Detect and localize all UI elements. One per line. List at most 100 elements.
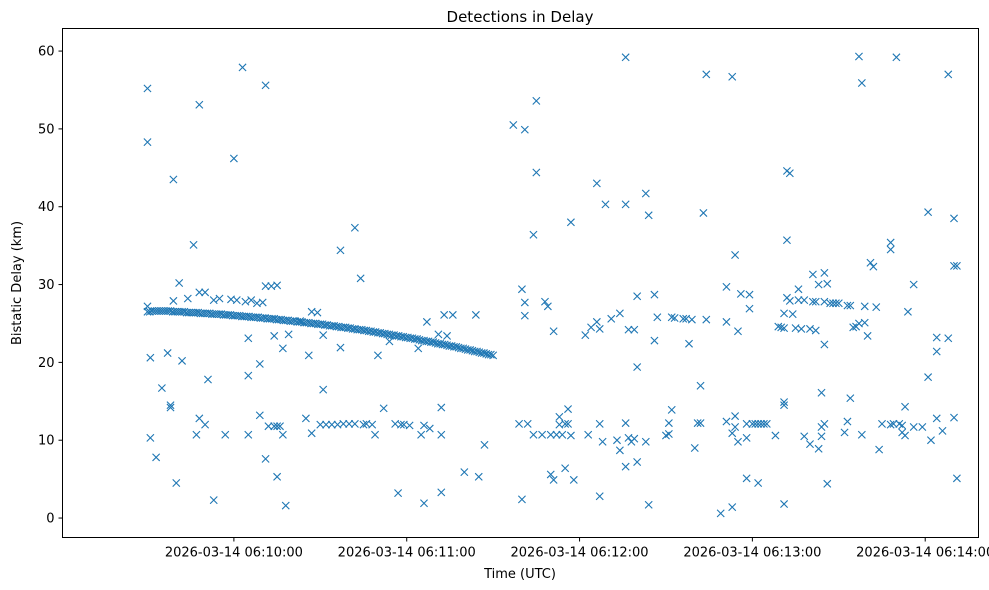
detection-marker (169, 296, 178, 305)
detection-marker (175, 279, 184, 287)
detection-marker (820, 297, 829, 306)
detection-marker (785, 169, 794, 178)
detection-marker (759, 419, 768, 428)
detection-marker (633, 292, 642, 301)
detection-marker (653, 313, 662, 322)
detection-marker (843, 301, 852, 310)
detection-marker (273, 472, 282, 481)
detection-marker (901, 431, 910, 440)
detection-marker (178, 356, 187, 365)
detection-marker (644, 211, 653, 220)
detection-marker (264, 422, 273, 431)
detection-marker (944, 70, 953, 79)
x-axis-ticks: 2026-03-14 06:10:00 2026-03-14 06:11:00 20… (165, 537, 989, 561)
detection-marker (621, 200, 630, 209)
detection-marker (319, 331, 328, 340)
detection-marker (814, 444, 823, 453)
detection-marker (817, 388, 826, 397)
detection-marker (336, 246, 345, 255)
detection-marker (607, 314, 616, 323)
detection-marker (555, 412, 564, 421)
detection-marker (413, 335, 422, 344)
plot-frame (62, 28, 979, 538)
detection-marker (489, 351, 498, 360)
detection-marker (924, 373, 933, 382)
detection-marker (736, 289, 745, 298)
detection-marker (794, 285, 803, 294)
detection-marker (278, 344, 287, 353)
detection-marker (875, 445, 884, 454)
detection-marker (667, 405, 676, 414)
y-axis-ticks: 0 10 20 30 40 50 60 (38, 45, 63, 527)
detection-marker (189, 240, 198, 249)
detection-marker (486, 350, 495, 359)
detection-marker (829, 299, 838, 308)
detection-marker (546, 430, 555, 439)
detection-marker (615, 309, 624, 318)
detection-marker (584, 430, 593, 439)
detection-marker (474, 472, 483, 481)
detection-marker (748, 419, 757, 428)
detection-marker (751, 419, 760, 428)
detection-marker (546, 470, 555, 479)
detection-marker (690, 444, 699, 452)
x-tick-label: 2026-03-14 06:13:00 (683, 546, 821, 561)
detection-marker (192, 430, 201, 439)
detection-marker (774, 322, 783, 331)
detection-marker (471, 310, 480, 319)
detection-marker (780, 401, 789, 410)
detection-marker (529, 430, 538, 439)
detection-marker (771, 431, 780, 440)
detection-marker (385, 337, 394, 346)
detection-marker (633, 363, 642, 372)
chart-title: Detections in Delay (447, 8, 594, 26)
detection-marker (440, 340, 449, 349)
detection-marker (731, 422, 740, 431)
detection-marker (866, 258, 875, 267)
detection-marker (820, 419, 829, 428)
detection-marker (932, 414, 941, 423)
detection-marker (932, 347, 941, 356)
detection-marker (742, 433, 751, 442)
x-tick-label: 2026-03-14 06:11:00 (338, 546, 476, 561)
detection-marker (800, 432, 809, 441)
detection-marker (241, 297, 250, 306)
detection-marker (728, 72, 737, 81)
detection-marker (806, 324, 814, 333)
detection-marker (797, 324, 806, 333)
detection-marker (621, 419, 630, 428)
detection-marker (561, 464, 570, 473)
detection-marker (601, 200, 610, 209)
detection-marker (780, 324, 789, 333)
detection-marker (460, 468, 469, 477)
detection-marker (307, 429, 316, 438)
detection-marker (840, 428, 849, 437)
detection-marker (564, 405, 573, 414)
detection-marker (860, 302, 869, 311)
detection-marker (650, 290, 659, 299)
detection-marker (437, 488, 446, 497)
detection-marker (520, 311, 529, 320)
detection-marker (425, 424, 434, 433)
detection-marker (823, 479, 832, 488)
detection-marker (817, 432, 826, 441)
detection-marker (808, 297, 817, 306)
detection-marker (849, 323, 858, 332)
detection-marker (238, 63, 247, 72)
detection-marker (157, 384, 166, 393)
detection-marker (146, 433, 155, 442)
detection-marker (702, 70, 711, 79)
detection-marker (538, 430, 547, 439)
detection-marker (693, 419, 702, 428)
detection-marker (745, 290, 754, 299)
detection-marker (918, 422, 927, 431)
detection-marker (420, 499, 428, 508)
detection-marker (146, 353, 155, 362)
detection-marker (258, 298, 267, 307)
detection-marker (687, 315, 696, 324)
detection-marker (924, 208, 933, 217)
detection-marker (846, 301, 855, 310)
detection-marker (650, 336, 659, 345)
detection-marker (459, 344, 468, 353)
